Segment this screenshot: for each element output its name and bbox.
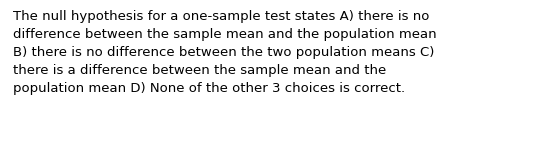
Text: The null hypothesis for a one-sample test states A) there is no
difference betwe: The null hypothesis for a one-sample tes… — [13, 10, 436, 95]
